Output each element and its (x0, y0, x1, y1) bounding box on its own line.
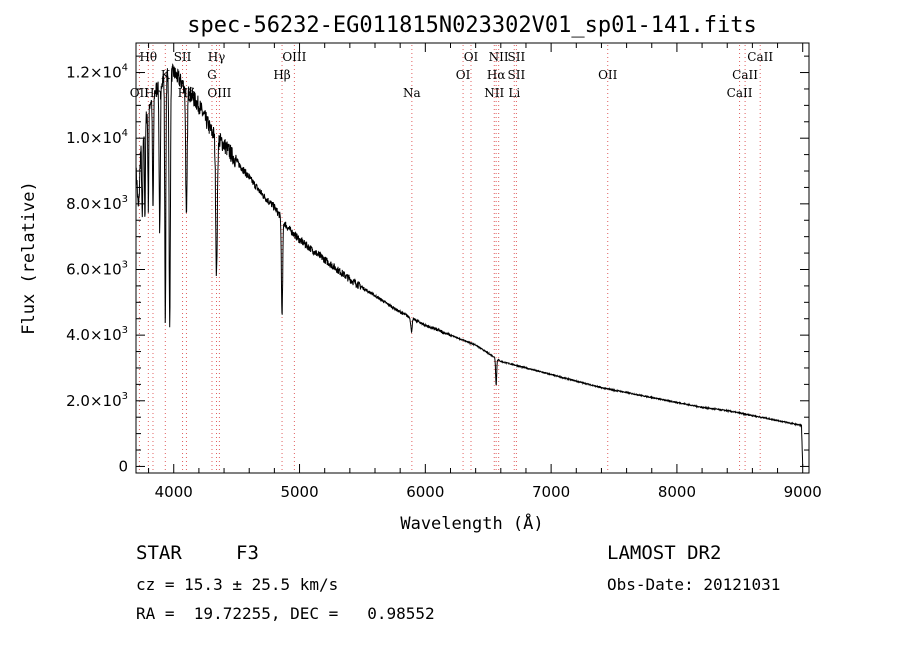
spectral-line-label: OIII (282, 50, 306, 64)
spectrum-line (135, 63, 804, 467)
spectral-line-label: OII (130, 86, 150, 100)
x-axis-ticks: 4000 5000 6000 7000 8000 9000 (148, 43, 822, 501)
y-tick-label: 2.0×103 (66, 391, 128, 410)
spectral-line-label: Li (508, 86, 520, 100)
spectral-line-label: Hγ (208, 50, 226, 64)
object-class: STAR (136, 542, 182, 564)
x-tick-label: 4000 (155, 483, 193, 501)
spectral-line-label: CaII (727, 86, 753, 100)
spectral-line-label: NII (484, 86, 504, 100)
survey-name: LAMOST DR2 (607, 542, 722, 564)
spectral-line-label: CaII (747, 50, 773, 64)
spectral-line-label: Na (403, 86, 421, 100)
spectral-line-label: Hα (487, 68, 506, 82)
y-tick-label: 8.0×103 (66, 194, 128, 213)
object-subclass: F3 (236, 542, 259, 564)
spectral-line-label: OII (598, 68, 618, 82)
chart-title: spec-56232-EG011815N023302V01_sp01-141.f… (187, 13, 757, 38)
y-tick-label: 1.0×104 (66, 128, 128, 147)
spectral-line-label: OI (456, 68, 471, 82)
x-tick-label: 8000 (658, 483, 696, 501)
y-tick-label: 6.0×103 (66, 259, 128, 278)
spectral-line-label: K (161, 68, 171, 82)
obs-date: Obs-Date: 20121031 (607, 575, 781, 594)
plot-frame (135, 42, 810, 474)
spectral-line-label: Hθ (139, 50, 157, 64)
x-tick-label: 6000 (406, 483, 444, 501)
spectral-line-label: G (207, 68, 217, 82)
spectral-line-markers (138, 45, 761, 471)
spectral-line-labels: HθOIIHηKSIIHδHγGOIIIOIIIHβNaOIOINIISIIHα… (130, 50, 774, 100)
x-tick-label: 9000 (784, 483, 822, 501)
x-axis-label: Wavelength (Å) (400, 512, 543, 534)
y-axis-ticks: 0 2.0×103 4.0×103 6.0×103 8.0×103 1.0×104 1.2×… (66, 55, 809, 475)
spectral-line-label: Hβ (273, 68, 290, 82)
x-tick-label: 7000 (532, 483, 570, 501)
spectral-line-label: CaII (732, 68, 758, 82)
spectral-line-label: SII (508, 50, 526, 64)
x-tick-label: 5000 (280, 483, 318, 501)
spectral-line-label: Hη (144, 86, 162, 100)
spectral-line-label: NII (489, 50, 509, 64)
y-tick-label: 1.2×104 (66, 63, 128, 82)
y-axis-label: Flux (relative) (19, 181, 39, 335)
redshift-cz: cz = 15.3 ± 25.5 km/s (136, 575, 339, 594)
spectral-line-label: OIII (207, 86, 231, 100)
spectral-line-label: OI (464, 50, 479, 64)
y-tick-label: 4.0×103 (66, 325, 128, 344)
spectral-line-label: SII (174, 50, 192, 64)
ra-dec: RA = 19.72255, DEC = 0.98552 (136, 604, 435, 623)
y-tick-label: 0 (118, 457, 128, 475)
spectral-line-label: SII (508, 68, 526, 82)
